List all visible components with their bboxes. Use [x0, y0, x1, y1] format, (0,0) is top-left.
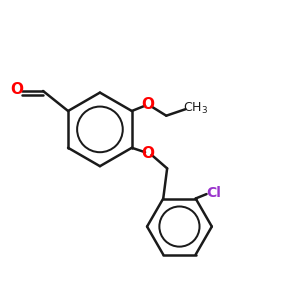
Text: O: O: [10, 82, 23, 97]
Text: O: O: [142, 146, 154, 160]
Text: CH$_3$: CH$_3$: [183, 100, 208, 116]
Text: O: O: [142, 97, 154, 112]
Text: Cl: Cl: [206, 186, 221, 200]
